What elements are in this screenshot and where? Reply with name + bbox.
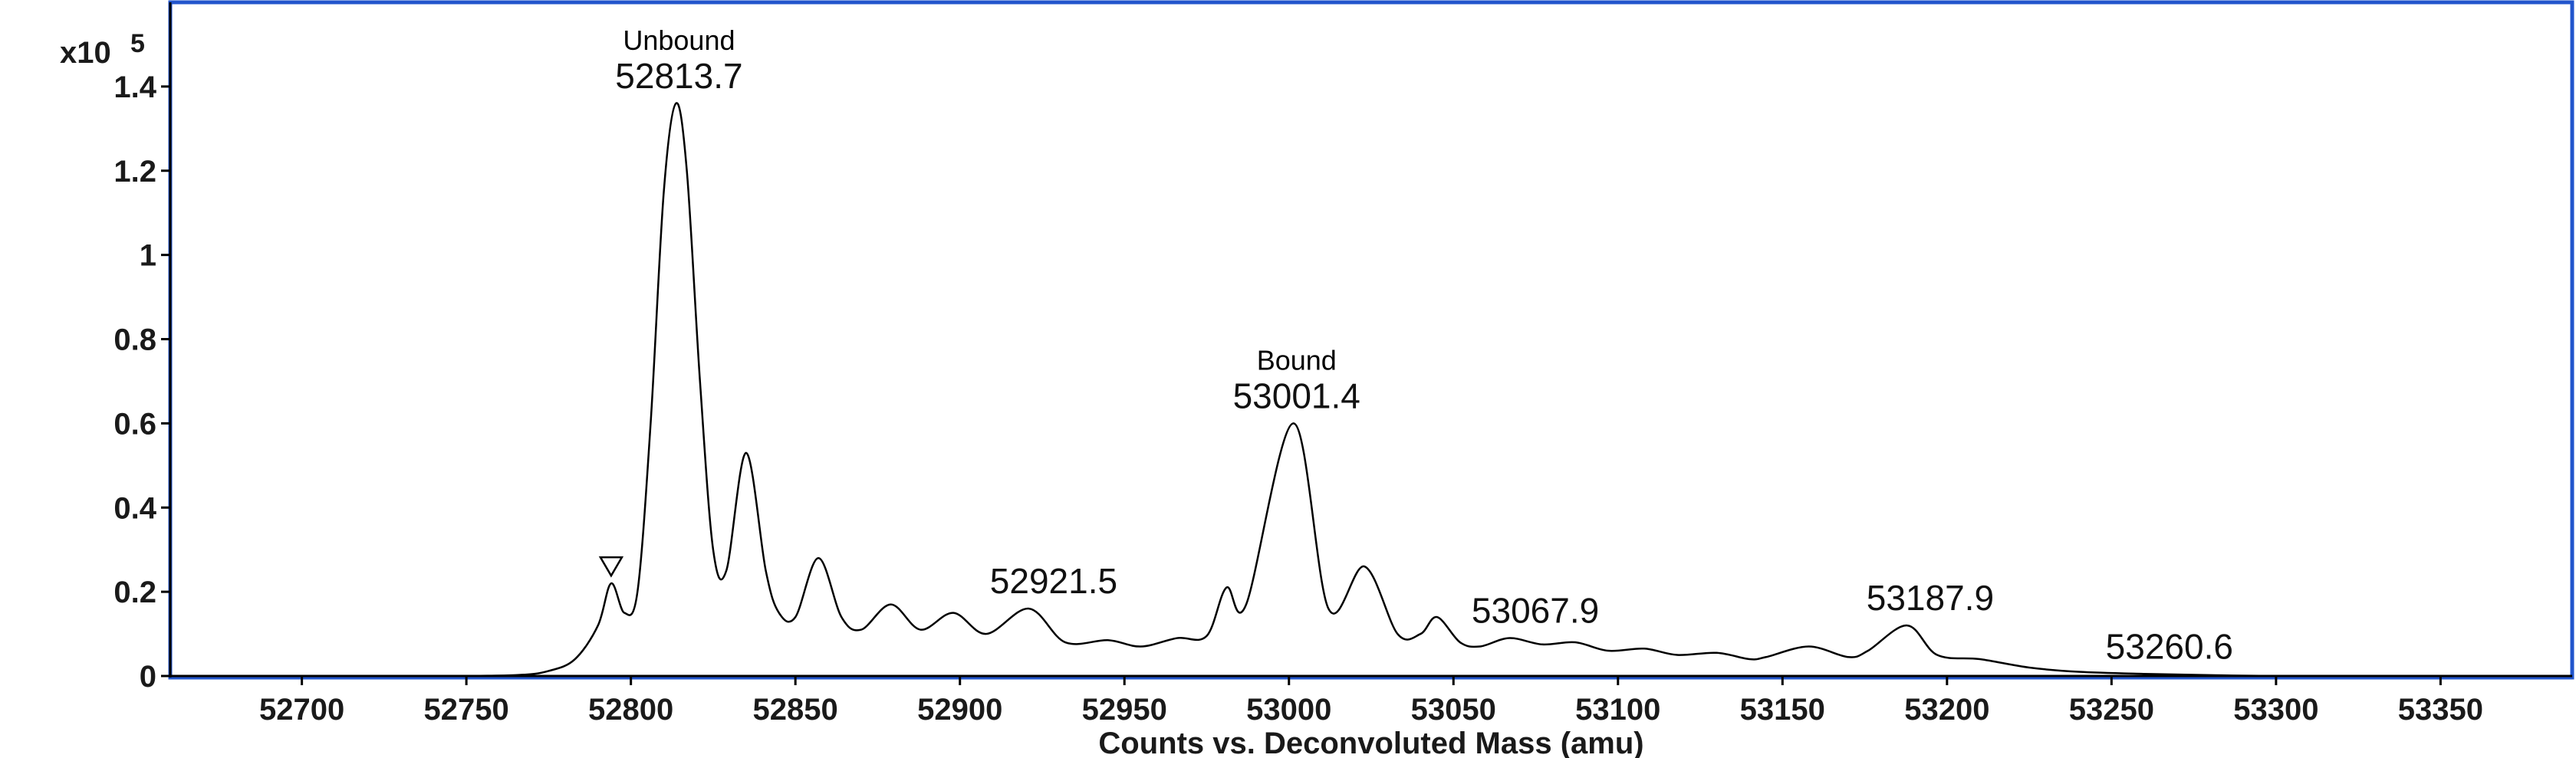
peak-mass-label: 52921.5: [990, 561, 1117, 601]
y-tick-label: 0.6: [114, 407, 156, 441]
x-tick-label: 52850: [753, 693, 838, 727]
plot-frame: [168, 0, 2574, 680]
peak-mass-label: 52813.7: [615, 56, 742, 96]
y-tick-label: 1.4: [114, 71, 156, 104]
peak-mass-label: 53001.4: [1233, 376, 1360, 415]
peak-title-label: Bound: [1257, 344, 1337, 376]
peak-mass-label: 53260.6: [2106, 626, 2233, 666]
x-tick-label: 53200: [1904, 693, 1989, 727]
y-multiplier: x10: [60, 36, 111, 70]
y-multiplier-exponent: 5: [130, 29, 145, 58]
peak-mass-label: 53067.9: [1472, 591, 1599, 631]
x-tick-label: 52900: [917, 693, 1002, 727]
y-tick-label: 0: [140, 660, 156, 694]
x-tick-label: 53050: [1411, 693, 1496, 727]
x-tick-label: 53250: [2069, 693, 2154, 727]
y-tick-label: 0.4: [114, 491, 156, 525]
x-tick-label: 53350: [2398, 693, 2483, 727]
y-tick-label: 1: [140, 239, 156, 273]
y-tick-label: 1.2: [114, 155, 156, 189]
y-tick-label: 0.8: [114, 323, 156, 357]
x-tick-label: 53100: [1575, 693, 1660, 727]
x-tick-label: 52950: [1082, 693, 1167, 727]
x-tick-label: 53000: [1246, 693, 1331, 727]
x-axis-title: Counts vs. Deconvoluted Mass (amu): [1098, 727, 1643, 758]
y-axis-ticks: 0 0.2 0.4 0.6 0.8 1 1.2 1.4: [114, 71, 170, 694]
spectrum-line: [170, 102, 2572, 678]
peak-mass-label: 53187.9: [1867, 578, 1994, 618]
x-axis-ticks: 52700 52750 52800 52850 52900 52950 53000 53050…: [259, 676, 2483, 727]
x-tick-label: 52700: [259, 693, 344, 727]
peak-markers: [598, 556, 624, 578]
y-tick-label: 0.2: [114, 576, 156, 609]
x-tick-label: 53300: [2233, 693, 2318, 727]
x-tick-label: 52800: [588, 693, 673, 727]
triangle-marker: [598, 556, 624, 578]
x-tick-label: 52750: [424, 693, 509, 727]
x-tick-label: 53150: [1740, 693, 1825, 727]
peak-title-label: Unbound: [623, 25, 735, 56]
